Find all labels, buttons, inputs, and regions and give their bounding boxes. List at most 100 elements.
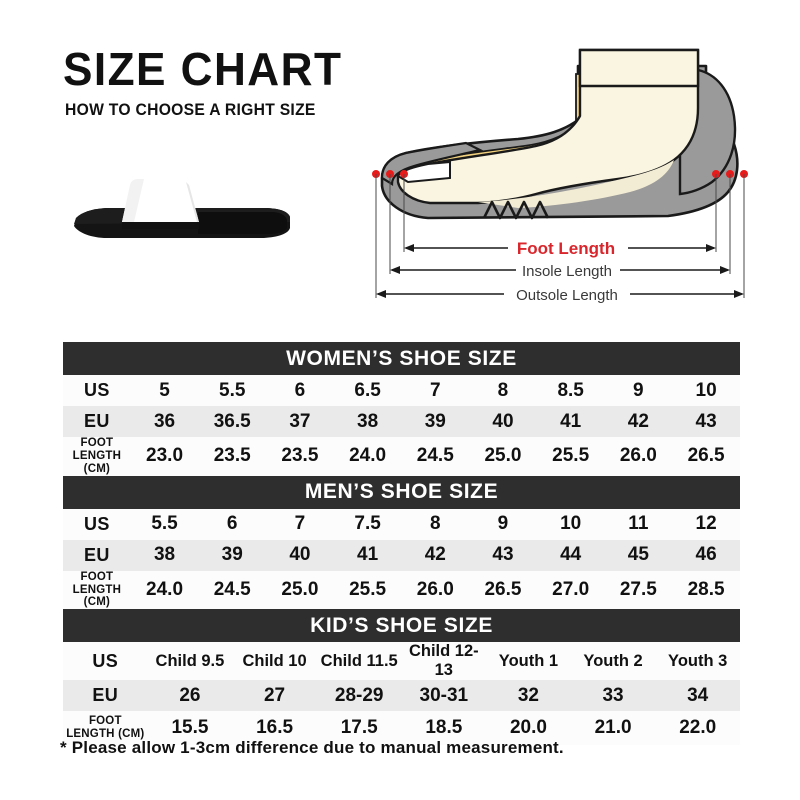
table-cell: 23.5	[198, 437, 267, 476]
table-cell: 6	[198, 508, 267, 540]
foot-label-line2: LENGTH (CM)	[72, 583, 122, 609]
table-cell: 30-31	[401, 680, 487, 712]
table-cell: 45	[604, 539, 673, 571]
row-label-us: US	[63, 642, 148, 681]
insole-length-measure: Insole Length	[390, 263, 730, 280]
table-cell: 25.5	[333, 570, 402, 610]
page-subtitle: HOW TO CHOOSE A RIGHT SIZE	[65, 101, 316, 119]
table-cell: 7	[266, 508, 334, 540]
table-cell: 23.0	[130, 437, 199, 476]
table-cell: 20.0	[486, 711, 571, 746]
table-cell: 43	[672, 406, 740, 437]
table-cell: 15.5	[147, 711, 233, 746]
mens-eu-row: EU 38 39 40 41 42 43 44 45 46	[63, 539, 740, 571]
table-cell: 39	[401, 406, 470, 437]
foot-label-line2: LENGTH (CM)	[72, 449, 122, 475]
table-cell: 27.0	[536, 570, 605, 610]
womens-size-table: WOMEN’S SHOE SIZE US 5 5.5 6 6.5 7 8 8.5…	[63, 342, 740, 476]
table-cell: Youth 3	[655, 642, 740, 681]
product-photo-slide-sandal	[68, 172, 296, 252]
table-cell: 10	[672, 375, 740, 406]
womens-eu-row: EU 36 36.5 37 38 39 40 41 42 43	[63, 406, 740, 437]
table-cell: 22.0	[655, 711, 740, 746]
mens-table-title: MEN’S SHOE SIZE	[63, 475, 740, 509]
womens-table-title: WOMEN’S SHOE SIZE	[63, 342, 740, 375]
kids-table-title: KID’S SHOE SIZE	[63, 609, 740, 643]
row-label-eu: EU	[63, 406, 131, 437]
table-cell: 7	[401, 375, 470, 406]
foot-length-label: Foot Length	[517, 239, 615, 258]
table-cell: 25.0	[266, 570, 334, 610]
mens-table-band: MEN’S SHOE SIZE	[63, 475, 740, 509]
table-cell: 21.0	[570, 711, 656, 746]
table-cell: 12	[672, 508, 740, 540]
table-cell: 27.5	[604, 570, 673, 610]
kids-eu-row: EU 26 27 28-29 30-31 32 33 34	[63, 680, 740, 712]
table-cell: 6.5	[333, 375, 402, 406]
womens-foot-length-row: FOOT LENGTH (CM) 23.0 23.5 23.5 24.0 24.…	[63, 437, 740, 476]
table-cell: Child 10	[232, 642, 317, 681]
kids-us-row: US Child 9.5 Child 10 Child 11.5 Child 1…	[63, 642, 740, 681]
kids-table-band: KID’S SHOE SIZE	[63, 609, 740, 643]
kids-size-table: KID’S SHOE SIZE US Child 9.5 Child 10 Ch…	[63, 609, 740, 746]
table-cell: 25.0	[469, 437, 537, 476]
foot-measurement-diagram: Foot Length Insole Length Outsole Length	[368, 26, 752, 316]
page-title: SIZE CHART	[63, 43, 343, 95]
table-cell: Youth 2	[570, 642, 656, 681]
table-cell: 43	[469, 539, 537, 571]
table-cell: 8	[401, 508, 470, 540]
insole-length-label: Insole Length	[522, 263, 612, 280]
table-cell: 26.0	[604, 437, 673, 476]
table-cell: 23.5	[266, 437, 334, 476]
womens-table-band: WOMEN’S SHOE SIZE	[63, 342, 740, 375]
row-label-foot-length: FOOT LENGTH (CM)	[63, 570, 131, 610]
table-cell: 33	[570, 680, 656, 712]
table-cell: Child 11.5	[316, 642, 402, 681]
foot-label-line1: FOOT	[80, 570, 114, 583]
table-cell: Child 12-13	[401, 642, 487, 681]
sandal-illustration	[74, 179, 290, 238]
table-cell: 9	[469, 508, 537, 540]
table-cell: 42	[401, 539, 470, 571]
table-cell: 24.0	[130, 570, 199, 610]
row-label-eu: EU	[63, 680, 148, 712]
row-label-eu: EU	[63, 539, 131, 571]
table-cell: 39	[198, 539, 267, 571]
foot-length-measure: Foot Length	[404, 239, 716, 258]
row-label-foot-length: FOOT LENGTH (CM)	[63, 711, 148, 746]
table-cell: 40	[469, 406, 537, 437]
table-cell: 38	[130, 539, 199, 571]
table-cell: 41	[536, 406, 605, 437]
table-cell: 36	[130, 406, 199, 437]
diagram-svg: Foot Length Insole Length Outsole Length	[372, 48, 748, 304]
table-cell: 26	[147, 680, 233, 712]
row-label-foot-length: FOOT LENGTH (CM)	[63, 437, 131, 476]
foot-label-line1: FOOT	[88, 715, 122, 728]
table-cell: 41	[333, 539, 402, 571]
table-cell: 26.5	[469, 570, 537, 610]
table-cell: 7.5	[333, 508, 402, 540]
outsole-length-label: Outsole Length	[516, 287, 618, 304]
size-tables: WOMEN’S SHOE SIZE US 5 5.5 6 6.5 7 8 8.5…	[63, 342, 740, 746]
table-cell: 10	[536, 508, 605, 540]
table-cell: Child 9.5	[147, 642, 233, 681]
table-cell: 27	[232, 680, 317, 712]
table-cell: 32	[486, 680, 571, 712]
table-cell: 26.0	[401, 570, 470, 610]
table-cell: 11	[604, 508, 673, 540]
table-cell: 5.5	[130, 508, 199, 540]
table-cell: 6	[266, 375, 334, 406]
table-cell: 42	[604, 406, 673, 437]
measurement-footnote: * Please allow 1-3cm difference due to m…	[60, 738, 564, 757]
table-cell: 24.0	[333, 437, 402, 476]
outsole-length-measure: Outsole Length	[376, 287, 744, 304]
kids-foot-length-row: FOOT LENGTH (CM) 15.5 16.5 17.5 18.5 20.…	[63, 711, 740, 746]
table-cell: Youth 1	[486, 642, 571, 681]
mens-us-row: US 5.5 6 7 7.5 8 9 10 11 12	[63, 508, 740, 540]
table-cell: 18.5	[401, 711, 487, 746]
table-cell: 28-29	[316, 680, 402, 712]
table-cell: 9	[604, 375, 673, 406]
table-cell: 8	[469, 375, 537, 406]
table-cell: 5.5	[198, 375, 267, 406]
